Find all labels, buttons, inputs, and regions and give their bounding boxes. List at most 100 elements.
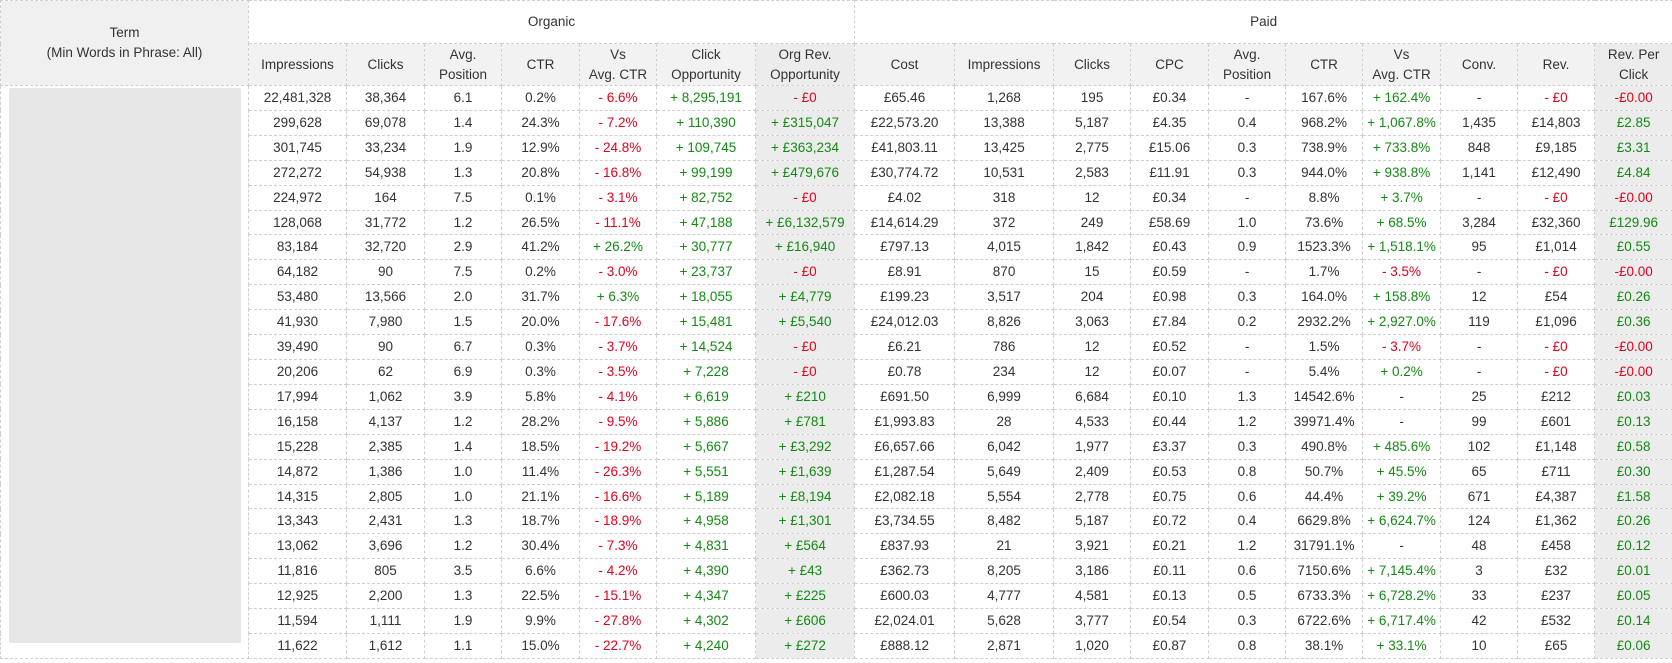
table-cell: 1,111 <box>346 608 425 634</box>
table-cell: 6.6% <box>501 558 580 585</box>
table-cell: £11.91 <box>1130 159 1210 186</box>
table-cell: 50.7% <box>1285 458 1364 485</box>
table-cell: £0.78 <box>854 358 956 385</box>
table-cell: £4.02 <box>854 184 956 211</box>
table-cell: £0.34 <box>1130 184 1210 211</box>
table-cell: 6629.8% <box>1285 508 1364 535</box>
table-body: 22,481,328 38,364 6.1 0.2% - 6.6% + 8,295,191… <box>0 85 1672 659</box>
table-cell: 1,386 <box>346 458 425 485</box>
table-cell: + £1,639 <box>754 458 856 485</box>
table-cell: + 5,667 <box>656 433 756 460</box>
table-cell: + £8,194 <box>754 483 856 510</box>
table-cell: + 5,886 <box>656 408 756 435</box>
table-cell: 64,182 <box>248 259 347 286</box>
table-cell: £0.21 <box>1130 533 1210 560</box>
table-cell: + 1,518.1% <box>1362 234 1442 261</box>
table-cell: 0.9 <box>1208 234 1287 261</box>
table-row: 64,182 90 7.5 0.2% - 3.0% + 23,737- £0 £8.91 87… <box>1 259 1672 286</box>
table-cell: £24,012.03 <box>854 309 956 336</box>
table-cell: 28.2% <box>501 408 580 435</box>
table-cell: £3,734.55 <box>854 508 956 535</box>
table-cell: + 39.2% <box>1362 483 1442 510</box>
table-cell: 28 <box>954 408 1055 435</box>
table-cell: 6.1 <box>424 85 502 111</box>
table-cell: - £0 <box>754 259 856 286</box>
table-cell: 0.8 <box>1208 458 1287 485</box>
table-cell: - 3.0% <box>579 259 657 286</box>
table-cell: 1.2 <box>424 533 502 560</box>
table-cell: 6722.6% <box>1285 608 1364 634</box>
table-cell: 15 <box>1053 259 1132 286</box>
table-cell: - 17.6% <box>579 309 657 336</box>
table-cell: £3.31 <box>1594 134 1672 161</box>
table-cell: 372 <box>954 209 1055 236</box>
table-cell: £6.21 <box>854 334 956 360</box>
table-cell: 3,284 <box>1440 209 1519 236</box>
table-cell: £0.05 <box>1594 583 1672 610</box>
table-cell: 1.4 <box>424 109 502 136</box>
table-cell: 83,184 <box>248 234 347 261</box>
column-header: Clicks <box>346 43 425 86</box>
table-cell: + 4,347 <box>656 583 756 610</box>
table-row: 128,068 31,772 1.2 26.5% - 11.1% + 47,188 + £6… <box>1 209 1672 236</box>
table-cell: 1.4 <box>424 433 502 460</box>
table-cell: 26.5% <box>501 209 580 236</box>
table-cell: 3,063 <box>1053 309 1132 336</box>
table-cell: 20,206 <box>248 358 347 385</box>
table-cell: 1.2 <box>1208 408 1287 435</box>
table-cell: + 4,240 <box>656 632 756 659</box>
table-cell: 1.0 <box>1208 209 1287 236</box>
table-cell: + £6,132,579 <box>754 209 856 236</box>
table-cell: 1.9 <box>424 608 502 634</box>
table-cell: - 26.3% <box>579 458 657 485</box>
table-cell: £1.58 <box>1594 483 1672 510</box>
table-cell: 95 <box>1440 234 1519 261</box>
table-cell: 0.4 <box>1208 109 1287 136</box>
table-cell: 6.7 <box>424 334 502 360</box>
table-cell: 5,628 <box>954 608 1055 634</box>
table-cell: 0.1% <box>501 184 580 211</box>
table-cell: £0.75 <box>1130 483 1210 510</box>
table-cell: £797.13 <box>854 234 956 261</box>
table-cell: 69,078 <box>346 109 425 136</box>
table-cell: - 22.7% <box>579 632 657 659</box>
column-header: Org Rev. Opportunity <box>754 43 856 86</box>
table-cell: £237 <box>1517 583 1596 610</box>
table-cell: 6,999 <box>954 383 1055 410</box>
table-cell: 13,566 <box>346 284 425 311</box>
table-cell: 5,649 <box>954 458 1055 485</box>
table-cell: £58.69 <box>1130 209 1210 236</box>
table-cell: -£0.00 <box>1594 85 1672 111</box>
table-cell: 18.7% <box>501 508 580 535</box>
table-cell: 870 <box>954 259 1055 286</box>
table-row: 272,272 54,938 1.3 20.8% - 16.8% + 99,199 + £4… <box>1 159 1672 186</box>
table-cell: £32,360 <box>1517 209 1596 236</box>
table-cell: 16,158 <box>248 408 347 435</box>
table-cell: £0.44 <box>1130 408 1210 435</box>
table-cell: + £43 <box>754 558 856 585</box>
column-header: Vs Avg. CTR <box>579 43 657 86</box>
table-cell: 20.8% <box>501 159 580 186</box>
table-cell: £65 <box>1517 632 1596 659</box>
table-cell: £601 <box>1517 408 1596 435</box>
table-cell: - <box>1440 184 1519 211</box>
table-cell: 38,364 <box>346 85 425 111</box>
table-cell: 18.5% <box>501 433 580 460</box>
table-cell: 48 <box>1440 533 1519 560</box>
table-cell: 4,581 <box>1053 583 1132 610</box>
table-cell: £0.59 <box>1130 259 1210 286</box>
table-cell: 1,977 <box>1053 433 1132 460</box>
table-cell: 124 <box>1440 508 1519 535</box>
table-cell: 12,925 <box>248 583 347 610</box>
table-cell: 31.7% <box>501 284 580 311</box>
table-cell: 4,777 <box>954 583 1055 610</box>
group-header: Organic <box>247 0 856 44</box>
table-cell: 1.3 <box>1208 383 1287 410</box>
table-row: 16,158 4,137 1.2 28.2% - 9.5% + 5,886 + £781 £1… <box>1 408 1672 435</box>
table-cell: 11.4% <box>501 458 580 485</box>
table-cell: 2,805 <box>346 483 425 510</box>
group-header-row: Term (Min Words in Phrase: All) Organic Pa… <box>0 0 1672 86</box>
table-cell: + £4,779 <box>754 284 856 311</box>
table-row: 39,490 90 6.7 0.3% - 3.7% + 14,524- £0 £6.21 78… <box>1 334 1672 360</box>
table-cell: 164 <box>346 184 425 211</box>
